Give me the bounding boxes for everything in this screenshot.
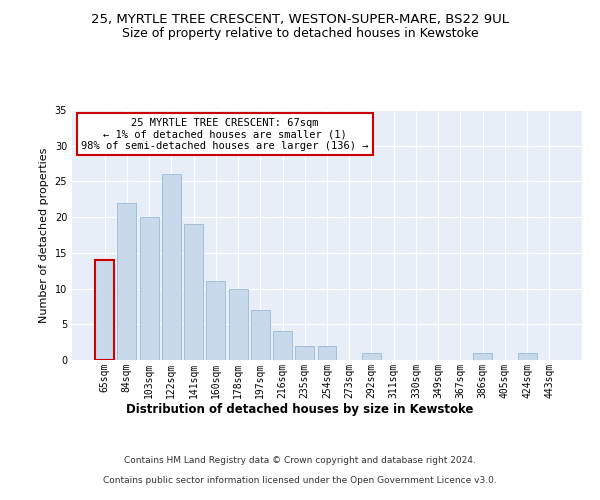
Bar xyxy=(229,288,248,360)
Bar xyxy=(251,310,270,360)
Bar xyxy=(473,353,492,360)
Text: Contains public sector information licensed under the Open Government Licence v3: Contains public sector information licen… xyxy=(103,476,497,485)
Bar xyxy=(140,217,158,360)
Text: Contains HM Land Registry data © Crown copyright and database right 2024.: Contains HM Land Registry data © Crown c… xyxy=(124,456,476,465)
Text: 25 MYRTLE TREE CRESCENT: 67sqm
← 1% of detached houses are smaller (1)
98% of se: 25 MYRTLE TREE CRESCENT: 67sqm ← 1% of d… xyxy=(81,118,369,150)
Bar xyxy=(95,260,114,360)
Bar xyxy=(118,203,136,360)
Bar xyxy=(162,174,181,360)
Bar xyxy=(273,332,292,360)
Text: Distribution of detached houses by size in Kewstoke: Distribution of detached houses by size … xyxy=(127,402,473,415)
Bar xyxy=(317,346,337,360)
Text: Size of property relative to detached houses in Kewstoke: Size of property relative to detached ho… xyxy=(122,28,478,40)
Bar xyxy=(295,346,314,360)
Bar xyxy=(518,353,536,360)
Text: 25, MYRTLE TREE CRESCENT, WESTON-SUPER-MARE, BS22 9UL: 25, MYRTLE TREE CRESCENT, WESTON-SUPER-M… xyxy=(91,12,509,26)
Y-axis label: Number of detached properties: Number of detached properties xyxy=(39,148,49,322)
Bar xyxy=(362,353,381,360)
Bar xyxy=(184,224,203,360)
Bar xyxy=(206,282,225,360)
